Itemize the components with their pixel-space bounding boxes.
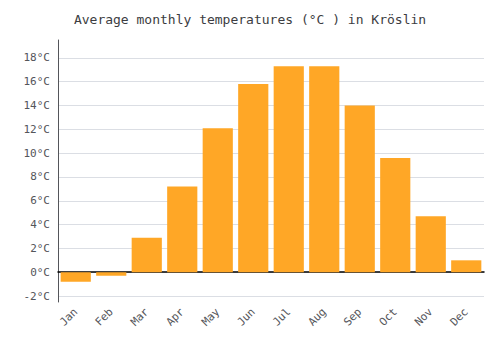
- svg-text:6°C: 6°C: [30, 194, 50, 207]
- svg-text:0°C: 0°C: [30, 266, 50, 279]
- svg-text:Sep: Sep: [341, 305, 364, 328]
- svg-text:-2°C: -2°C: [24, 290, 51, 303]
- svg-text:14°C: 14°C: [24, 99, 51, 112]
- svg-text:Nov: Nov: [412, 305, 435, 328]
- svg-text:May: May: [199, 305, 222, 328]
- svg-text:4°C: 4°C: [30, 218, 50, 231]
- svg-text:Jan: Jan: [57, 305, 80, 328]
- svg-text:Feb: Feb: [93, 305, 116, 328]
- svg-text:Jul: Jul: [270, 305, 293, 328]
- svg-text:8°C: 8°C: [30, 170, 50, 183]
- svg-text:Mar: Mar: [128, 305, 151, 328]
- svg-text:Jun: Jun: [235, 305, 258, 328]
- svg-text:16°C: 16°C: [24, 75, 51, 88]
- svg-text:Average monthly temperatures (: Average monthly temperatures (°C ) in Kr…: [74, 12, 426, 27]
- svg-text:Oct: Oct: [377, 305, 400, 328]
- svg-text:18°C: 18°C: [24, 51, 51, 64]
- svg-text:12°C: 12°C: [24, 123, 51, 136]
- svg-text:Dec: Dec: [448, 305, 471, 328]
- svg-text:Aug: Aug: [306, 305, 329, 328]
- svg-text:Apr: Apr: [164, 305, 187, 328]
- svg-text:10°C: 10°C: [24, 147, 51, 160]
- svg-text:2°C: 2°C: [30, 242, 50, 255]
